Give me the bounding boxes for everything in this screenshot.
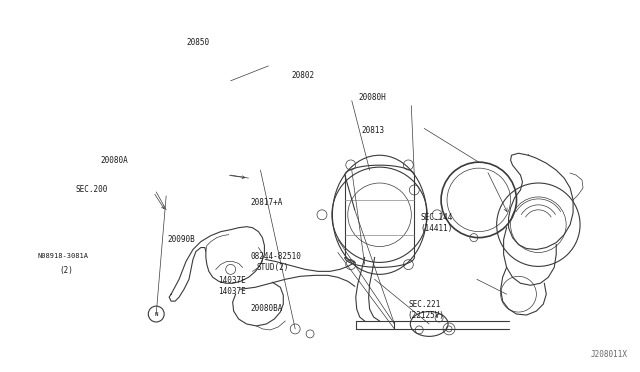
Text: N08918-3081A: N08918-3081A <box>37 253 88 259</box>
Text: 20817+A: 20817+A <box>250 198 282 207</box>
Text: 14037E: 14037E <box>218 287 246 296</box>
Text: 08244-82510: 08244-82510 <box>250 251 301 261</box>
Text: J208011X: J208011X <box>591 350 628 359</box>
Text: 20813: 20813 <box>362 126 385 135</box>
Text: N: N <box>155 311 158 317</box>
Text: (22125V): (22125V) <box>408 311 445 320</box>
Text: SEC.144: SEC.144 <box>420 213 452 222</box>
Text: 20080A: 20080A <box>101 155 129 165</box>
Text: SEC.200: SEC.200 <box>76 185 108 194</box>
Text: 20850: 20850 <box>187 38 210 46</box>
Text: 20090B: 20090B <box>168 235 195 244</box>
Text: 20802: 20802 <box>291 71 314 80</box>
Text: SEC.221: SEC.221 <box>409 300 442 310</box>
Text: (14411): (14411) <box>420 224 452 233</box>
Text: (2): (2) <box>60 266 74 275</box>
Text: 20080H: 20080H <box>358 93 386 102</box>
Text: STUD(2): STUD(2) <box>257 263 289 272</box>
Text: 14037E: 14037E <box>218 276 246 285</box>
Text: 20080BA: 20080BA <box>250 304 282 313</box>
